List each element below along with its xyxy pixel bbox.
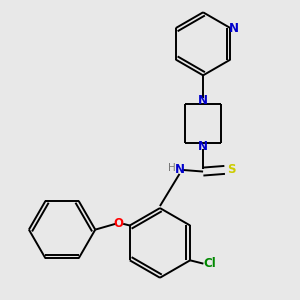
Text: S: S: [227, 164, 236, 176]
Text: O: O: [114, 217, 124, 230]
Text: N: N: [229, 22, 239, 34]
Text: H: H: [168, 163, 176, 173]
Text: Cl: Cl: [204, 257, 216, 270]
Text: N: N: [198, 140, 208, 152]
Text: N: N: [175, 164, 184, 176]
Text: N: N: [198, 94, 208, 107]
